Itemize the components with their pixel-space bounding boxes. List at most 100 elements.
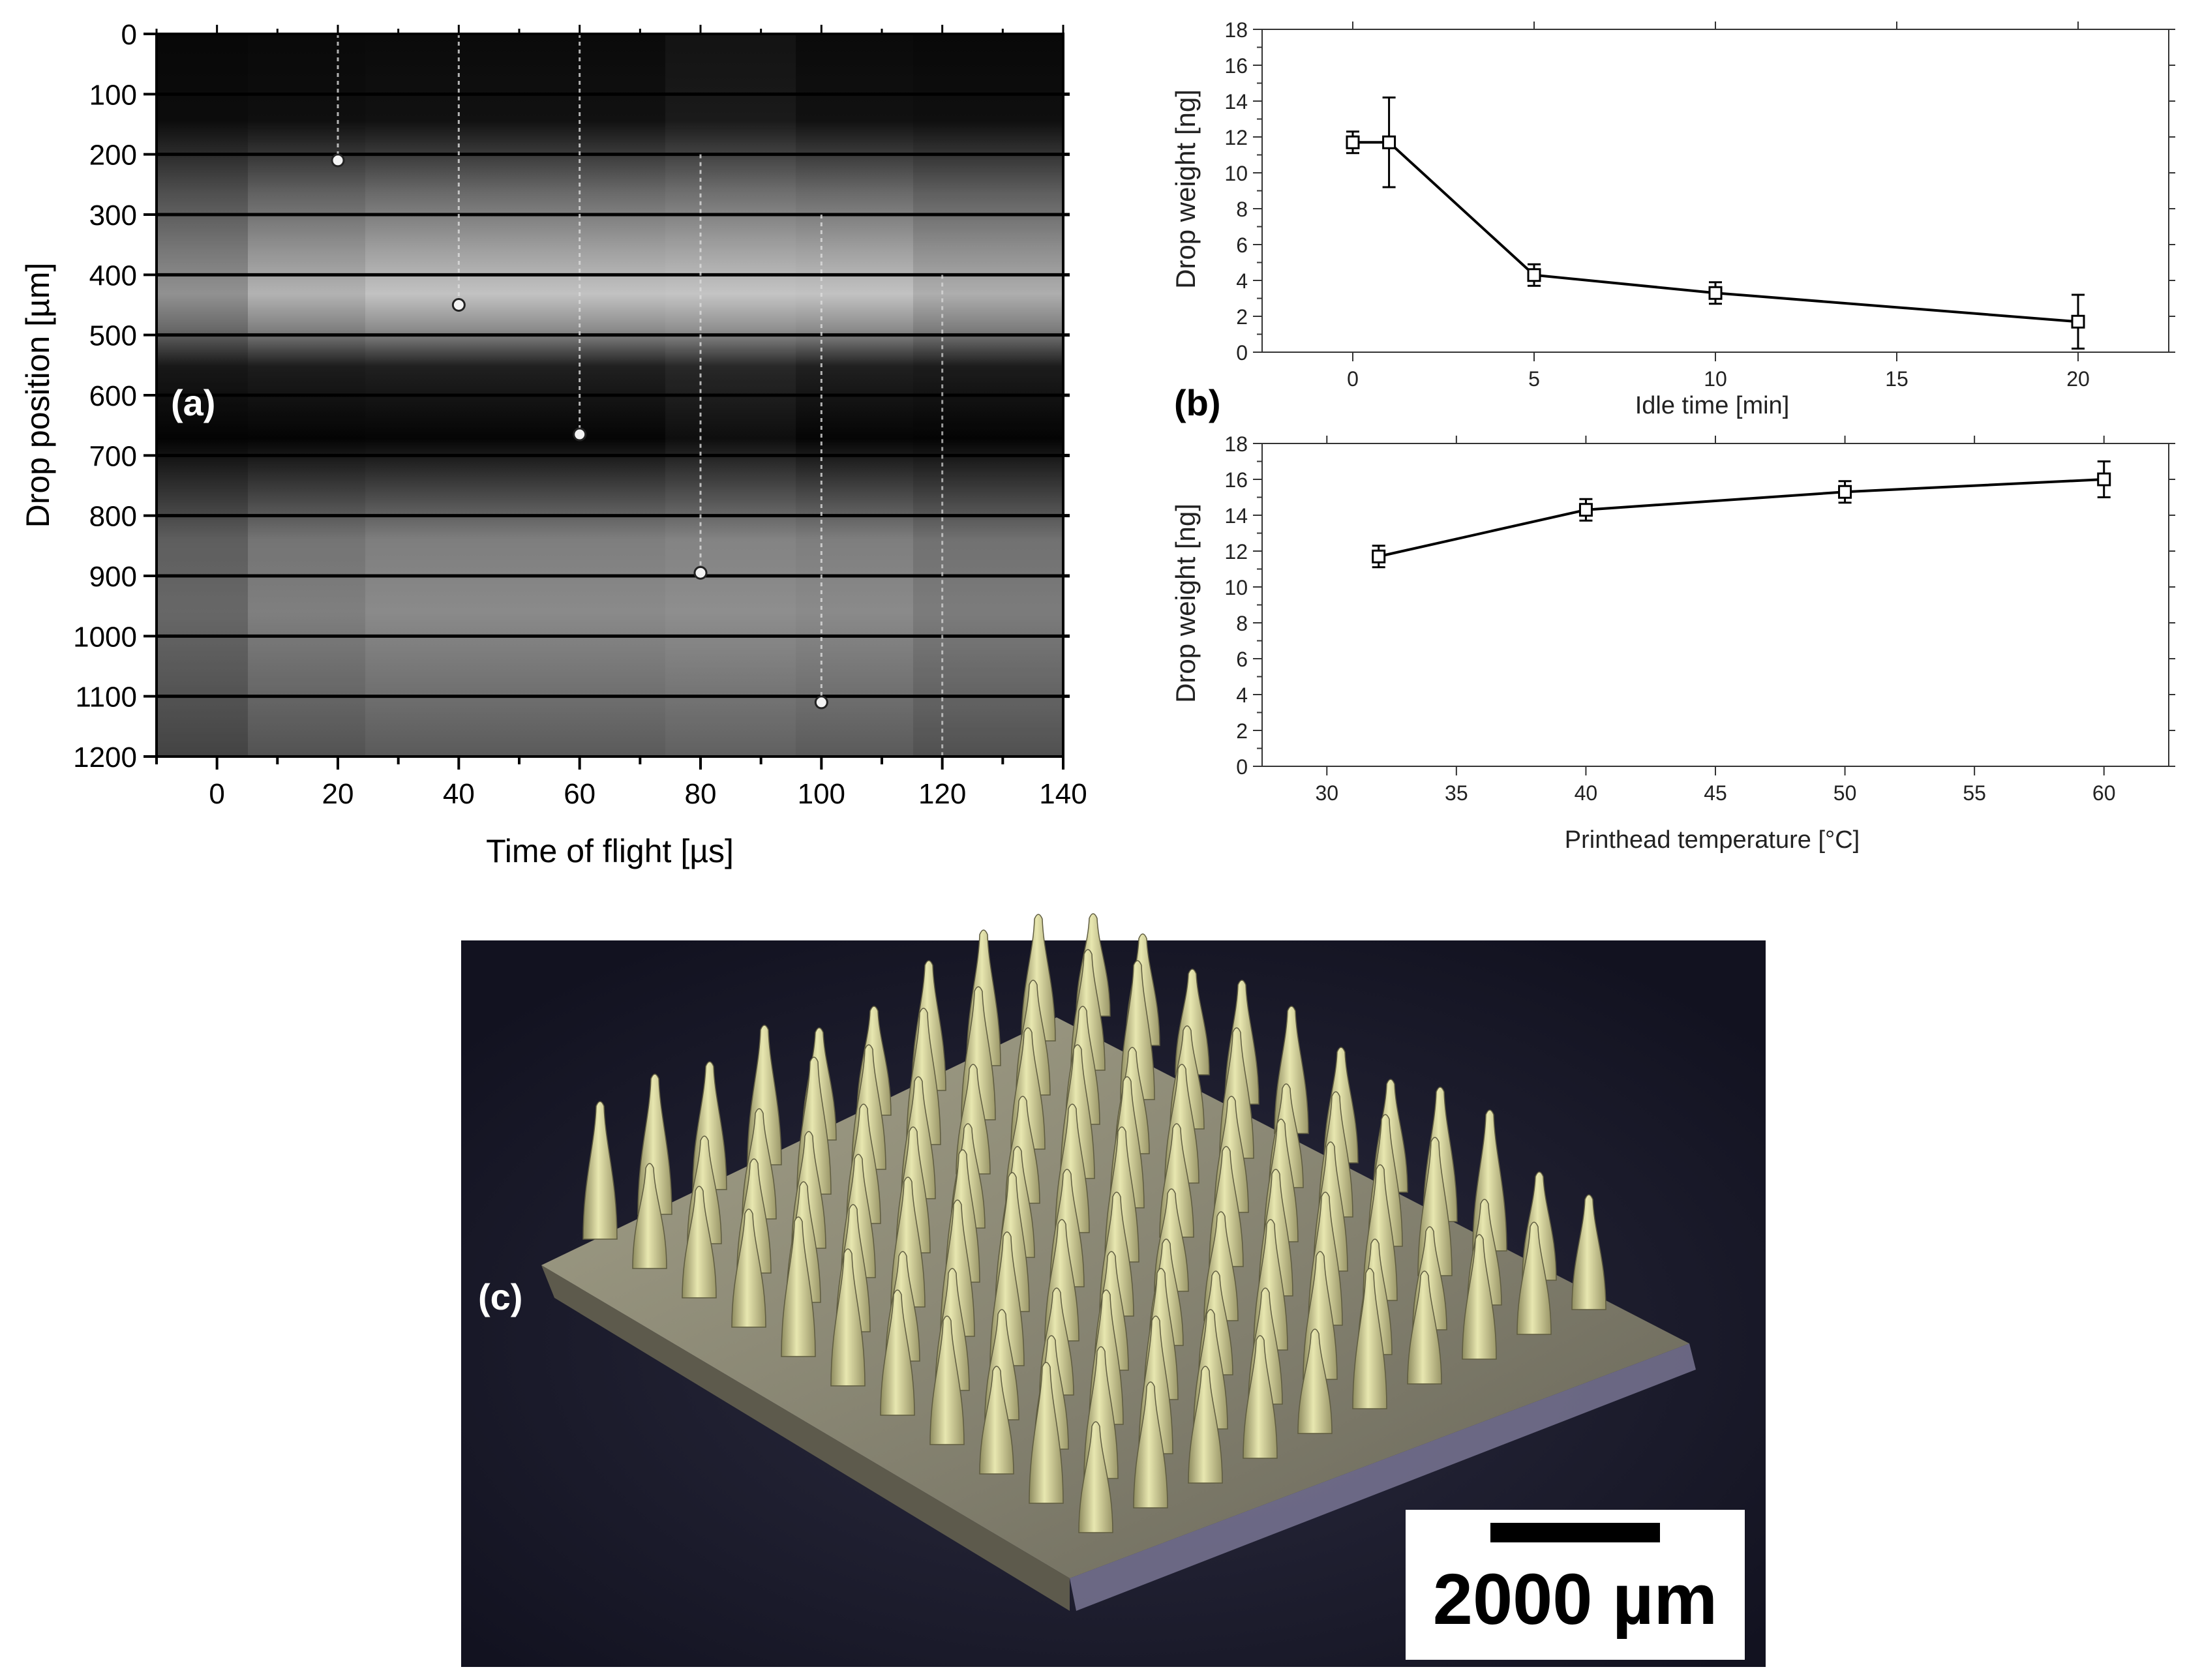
microneedle bbox=[1029, 1362, 1064, 1504]
microneedle bbox=[682, 1186, 717, 1298]
x-axis-label-b-top: Idle time [min] bbox=[1635, 392, 1790, 419]
y-tick-label: 1000 bbox=[73, 621, 137, 653]
y-tick-label: 1200 bbox=[73, 742, 137, 773]
y-tick-label: 12 bbox=[1224, 126, 1248, 149]
panel-b: 0 2 4 6 8 10 12 14 16 18 0 5 10 15 20 0 2 4 6 8 10 12 14 16 18 3… bbox=[1170, 18, 2175, 854]
data-point bbox=[2071, 314, 2085, 329]
microneedle bbox=[1297, 1328, 1333, 1434]
scale-bar-label: 2000 µm bbox=[1433, 1559, 1717, 1640]
y-tick-label: 10 bbox=[1224, 162, 1248, 185]
panel-a: 0100200300400500600700800900100011001200… bbox=[20, 19, 1087, 869]
microneedle bbox=[880, 1289, 915, 1416]
y-axis-label-b-top: Drop weight [ng] bbox=[1170, 89, 1201, 289]
x-tick-label: 20 bbox=[2066, 367, 2090, 391]
x-tick-label: 40 bbox=[443, 778, 475, 810]
microneedle bbox=[979, 1366, 1014, 1475]
microneedle bbox=[830, 1248, 866, 1387]
y-tick-label: 0 bbox=[121, 19, 137, 51]
panel-c: (c) 2000 µm bbox=[461, 913, 1766, 1667]
x-tick-label: 45 bbox=[1704, 781, 1727, 805]
y-tick-label: 0 bbox=[1236, 341, 1248, 365]
y-tick-label: 12 bbox=[1224, 540, 1248, 563]
plot-frame-a bbox=[155, 33, 1064, 758]
x-tick-label: 35 bbox=[1445, 781, 1468, 805]
panel-label-b: (b) bbox=[1174, 382, 1221, 423]
microneedle-array bbox=[582, 913, 1606, 1533]
microneedle bbox=[781, 1216, 816, 1357]
x-tick-label: 55 bbox=[1963, 781, 1986, 805]
x-tick-label: 15 bbox=[1885, 367, 1908, 391]
data-point bbox=[1527, 268, 1541, 282]
drop-trails bbox=[337, 34, 944, 757]
microneedle bbox=[929, 1315, 965, 1445]
drop-marker bbox=[451, 298, 466, 312]
x-tick-label: 0 bbox=[209, 778, 224, 810]
y-tick-label: 100 bbox=[89, 79, 137, 111]
data-point bbox=[1382, 135, 1396, 149]
substrate-side-right bbox=[1070, 1343, 1696, 1611]
microneedle bbox=[1078, 1421, 1113, 1533]
y-tick-label: 700 bbox=[89, 440, 137, 472]
drop-marker bbox=[693, 565, 708, 580]
x-axis-label-b-bottom: Printhead temperature [°C] bbox=[1565, 826, 1860, 854]
y-tick-label: 16 bbox=[1224, 468, 1248, 492]
chart-printhead-temperature: 0 2 4 6 8 10 12 14 16 18 30 35 40 45 50 55 60 bbox=[1224, 432, 2175, 805]
y-tick-label: 4 bbox=[1236, 683, 1248, 707]
grid-lines bbox=[157, 92, 1070, 698]
x-tick-label: 30 bbox=[1315, 781, 1338, 805]
x-tick-label: 20 bbox=[322, 778, 354, 810]
y-tick-label: 300 bbox=[89, 200, 137, 232]
y-tick-label: 8 bbox=[1236, 198, 1248, 221]
y-tick-label: 2 bbox=[1236, 719, 1248, 743]
y-tick-label: 600 bbox=[89, 380, 137, 412]
microneedle bbox=[1571, 1194, 1606, 1310]
microneedle bbox=[731, 1208, 766, 1328]
data-point bbox=[2097, 472, 2111, 487]
y-tick-label: 1100 bbox=[75, 682, 137, 713]
data-point bbox=[1708, 286, 1723, 300]
plot-frame bbox=[1261, 443, 2169, 767]
microneedle bbox=[1188, 1366, 1223, 1484]
x-tick-label: 50 bbox=[1833, 781, 1857, 805]
drop-markers bbox=[331, 153, 828, 710]
data-point bbox=[1372, 549, 1386, 563]
y-tick-label: 10 bbox=[1224, 576, 1248, 599]
y-tick-label: 14 bbox=[1224, 90, 1248, 113]
y-tick-label: 2 bbox=[1236, 305, 1248, 329]
microneedle bbox=[1352, 1268, 1387, 1409]
y-tick-label: 200 bbox=[89, 140, 137, 172]
y-tick-label: 4 bbox=[1236, 269, 1248, 293]
x-axis-label-a: Time of flight [µs] bbox=[486, 833, 734, 869]
x-tick-label: 5 bbox=[1528, 367, 1540, 391]
panel-label-c: (c) bbox=[478, 1276, 522, 1317]
data-point bbox=[1838, 485, 1852, 499]
y-tick-label: 6 bbox=[1236, 233, 1248, 257]
scale-bar-box: 2000 µm bbox=[1406, 1510, 1745, 1660]
drop-marker bbox=[573, 427, 587, 442]
data-point bbox=[1578, 503, 1593, 517]
x-tick-label: 80 bbox=[685, 778, 717, 810]
microneedle bbox=[1243, 1335, 1278, 1459]
y-tick-label: 6 bbox=[1236, 648, 1248, 671]
substrate-side bbox=[541, 1265, 1070, 1611]
x-tick-label: 0 bbox=[1347, 367, 1359, 391]
y-axis-label-a: Drop position [µm] bbox=[20, 263, 56, 528]
microneedle bbox=[1133, 1381, 1168, 1508]
microneedle bbox=[1407, 1270, 1442, 1385]
microneedle bbox=[582, 1101, 618, 1240]
y-tick-label: 16 bbox=[1224, 54, 1248, 78]
panel-label-a: (a) bbox=[171, 382, 215, 423]
axes-a: 0100200300400500600700800900100011001200… bbox=[73, 19, 1087, 810]
y-tick-label: 500 bbox=[89, 320, 137, 352]
y-tick-label: 400 bbox=[89, 260, 137, 292]
microneedle bbox=[1516, 1222, 1552, 1335]
microneedle bbox=[632, 1163, 667, 1269]
y-tick-label: 18 bbox=[1224, 432, 1248, 456]
x-tick-label: 60 bbox=[2092, 781, 2116, 805]
y-tick-label: 14 bbox=[1224, 504, 1248, 528]
x-tick-label: 40 bbox=[1575, 781, 1598, 805]
x-tick-label: 140 bbox=[1039, 778, 1087, 810]
scale-bar bbox=[1490, 1523, 1660, 1542]
y-tick-label: 800 bbox=[89, 501, 137, 533]
